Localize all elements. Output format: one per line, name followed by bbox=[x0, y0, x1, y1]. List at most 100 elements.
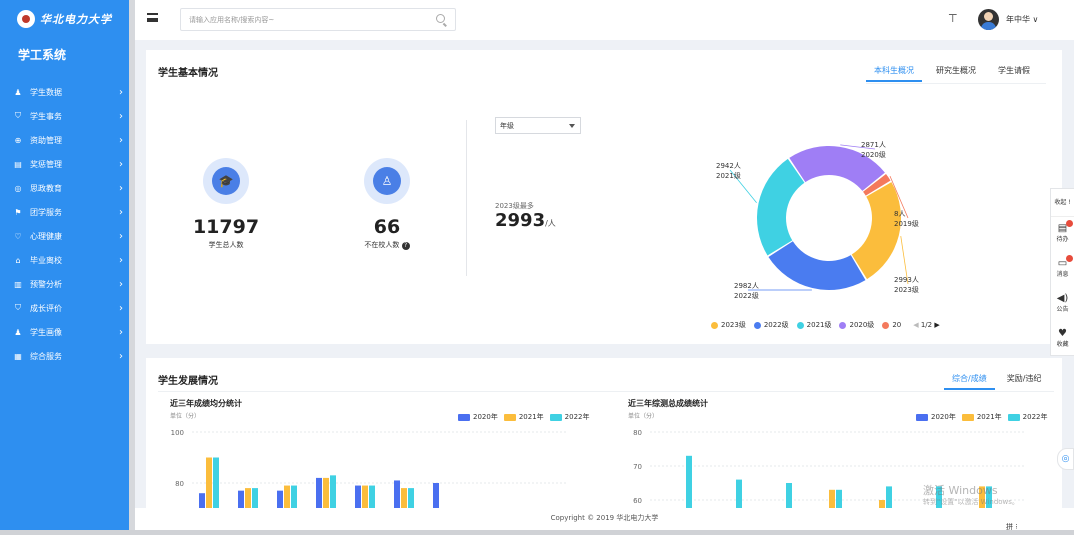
sidebar-item-user[interactable]: ♟ 学生数据 › bbox=[0, 80, 129, 104]
speaker-icon: ◀) bbox=[1056, 293, 1069, 304]
flag-icon: ⚑ bbox=[14, 207, 22, 217]
bar-legend-item[interactable]: 2020年 bbox=[458, 412, 498, 422]
legend-prev-icon[interactable]: ◀ bbox=[913, 321, 921, 329]
bar-2021年-1[interactable] bbox=[245, 488, 251, 508]
max-grade-label: 2023级最多 bbox=[495, 202, 534, 210]
donut-slice-2021级[interactable] bbox=[757, 158, 805, 256]
user-icon: ♟ bbox=[14, 87, 22, 97]
bar-2020年-3[interactable] bbox=[316, 477, 322, 508]
avatar[interactable] bbox=[978, 9, 999, 30]
donut-slice-2020级[interactable] bbox=[789, 146, 885, 191]
bar-2022年-0[interactable] bbox=[213, 457, 219, 509]
sidebar-item-service[interactable]: ▦ 综合服务 › bbox=[0, 344, 129, 368]
menu-toggle-icon[interactable] bbox=[147, 13, 158, 22]
bar-2020年-4[interactable] bbox=[355, 485, 361, 508]
donut-slice-2023级[interactable] bbox=[851, 182, 901, 280]
legend-item[interactable]: 2020级 bbox=[839, 320, 874, 330]
bar-legend-item[interactable]: 2021年 bbox=[503, 412, 544, 422]
tab-graduate[interactable]: 研究生概况 bbox=[936, 66, 976, 75]
tab-leave[interactable]: 学生请假 bbox=[998, 66, 1030, 75]
search-input[interactable]: 请输入应用名称/搜索内容~ bbox=[180, 8, 456, 31]
sidebar-item-chart[interactable]: ▥ 预警分析 › bbox=[0, 272, 129, 296]
sidebar-item-flag[interactable]: ⚑ 团学服务 › bbox=[0, 200, 129, 224]
legend-next-icon[interactable]: ▶ bbox=[932, 321, 940, 329]
chart2-title: 近三年综测总成绩统计 bbox=[628, 399, 708, 408]
bar-2022年-3[interactable] bbox=[330, 475, 336, 508]
bar-2022年-4[interactable] bbox=[886, 486, 892, 508]
absent-students-label: 不在校人数 bbox=[364, 241, 400, 249]
bar-2020年-6[interactable] bbox=[433, 483, 439, 508]
donut-slice-2022级[interactable] bbox=[768, 241, 866, 290]
absent-icon-bg: ♙ bbox=[364, 158, 410, 204]
sidebar-item-heart[interactable]: ♡ 心理健康 › bbox=[0, 224, 129, 248]
legend-item[interactable]: 2023级 bbox=[711, 320, 746, 330]
horizontal-scrollbar[interactable] bbox=[0, 530, 1074, 535]
notification-badge bbox=[1066, 220, 1073, 227]
bar-2020年-2[interactable] bbox=[277, 490, 283, 508]
tab-score[interactable]: 综合/成绩 bbox=[944, 372, 995, 390]
bar-2022年-4[interactable] bbox=[369, 485, 375, 508]
bar-2021年-0[interactable] bbox=[206, 457, 212, 509]
bar-2022年-5[interactable] bbox=[408, 488, 414, 508]
bar-2022年-6[interactable] bbox=[986, 486, 992, 508]
bar-2020年-1[interactable] bbox=[238, 490, 244, 508]
sidebar-item-coin[interactable]: ⊕ 资助管理 › bbox=[0, 128, 129, 152]
grade-select[interactable]: 年级 bbox=[495, 117, 581, 134]
bar-2021年-6[interactable] bbox=[979, 486, 985, 508]
sidebar-item-shield[interactable]: ⛉ 学生事务 › bbox=[0, 104, 129, 128]
bar-legend-item[interactable]: 2022年 bbox=[1007, 412, 1047, 422]
bar-legend-item[interactable]: 2021年 bbox=[961, 412, 1002, 422]
username-dropdown[interactable]: 年中华 ∨ bbox=[1006, 15, 1039, 24]
collapse-button[interactable]: 收起 ! bbox=[1051, 189, 1074, 217]
donut-slice-2019级[interactable] bbox=[863, 174, 891, 196]
bar-legend-label: 2020年 bbox=[473, 413, 498, 421]
bar-legend-item[interactable]: 2020年 bbox=[916, 412, 956, 422]
quick-speaker[interactable]: ◀) 公告 bbox=[1051, 287, 1074, 322]
bar-2021年-5[interactable] bbox=[401, 488, 407, 508]
bar-2020年-0[interactable] bbox=[199, 493, 205, 508]
portrait-icon: ♟ bbox=[14, 327, 22, 337]
bar-2021年-3[interactable] bbox=[829, 489, 835, 508]
bar-2022年-1[interactable] bbox=[736, 479, 742, 508]
legend-item[interactable]: 20 bbox=[882, 321, 901, 329]
bar-2022年-2[interactable] bbox=[291, 485, 297, 508]
tab-reward[interactable]: 奖励/违纪 bbox=[1006, 374, 1042, 383]
skin-icon[interactable]: ⊤ bbox=[948, 12, 958, 25]
bar-2022年-3[interactable] bbox=[836, 489, 842, 508]
total-students-label: 学生总人数 bbox=[208, 241, 244, 249]
folder-icon: ▤ bbox=[14, 159, 22, 169]
bar-legend-swatch bbox=[916, 413, 928, 421]
sidebar-item-badge[interactable]: ⛉ 成长评价 › bbox=[0, 296, 129, 320]
quick-message[interactable]: ▭ 消息 bbox=[1051, 252, 1074, 287]
quick-todo[interactable]: ▤ 待办 bbox=[1051, 217, 1074, 252]
logo[interactable]: 华北电力大学 bbox=[0, 0, 129, 38]
chat-bubble-icon[interactable]: ◎ bbox=[1057, 448, 1074, 470]
quick-heart[interactable]: ♥ 收藏 bbox=[1051, 322, 1074, 357]
bar-legend-item[interactable]: 2022年 bbox=[549, 412, 589, 422]
search-icon[interactable] bbox=[436, 14, 445, 23]
ime-indicator[interactable]: 拼 ⁝ bbox=[1006, 523, 1018, 531]
bar-2021年-2[interactable] bbox=[284, 485, 290, 508]
bar-legend-label: 2021年 bbox=[518, 413, 544, 421]
sidebar-item-label: 毕业离校 bbox=[30, 255, 62, 265]
sidebar-item-folder[interactable]: ▤ 奖惩管理 › bbox=[0, 152, 129, 176]
bar-2021年-4[interactable] bbox=[362, 485, 368, 508]
sidebar-item-portrait[interactable]: ♟ 学生画像 › bbox=[0, 320, 129, 344]
total-students-stat: 🎓 11797 学生总人数 bbox=[186, 158, 266, 250]
sidebar-item-target[interactable]: ◎ 思政教育 › bbox=[0, 176, 129, 200]
legend-item[interactable]: 2022级 bbox=[753, 320, 789, 330]
bar-2022年-0[interactable] bbox=[686, 455, 692, 508]
bar-2021年-4[interactable] bbox=[879, 500, 885, 508]
bar-2021年-3[interactable] bbox=[323, 477, 329, 508]
bar-2022年-2[interactable] bbox=[786, 483, 792, 508]
legend-item[interactable]: 2021级 bbox=[796, 320, 831, 330]
bar-2020年-5[interactable] bbox=[394, 480, 400, 508]
sidebar-item-school[interactable]: ⌂ 毕业离校 › bbox=[0, 248, 129, 272]
help-icon[interactable]: ? bbox=[401, 242, 410, 250]
tab-undergrad[interactable]: 本科生概况 bbox=[866, 64, 922, 82]
bar-2022年-5[interactable] bbox=[936, 486, 942, 508]
bar-2022年-1[interactable] bbox=[252, 488, 258, 508]
sidebar-scrollbar[interactable] bbox=[129, 0, 135, 530]
legend-pager[interactable]: ◀ 1/2 ▶ bbox=[913, 321, 939, 329]
